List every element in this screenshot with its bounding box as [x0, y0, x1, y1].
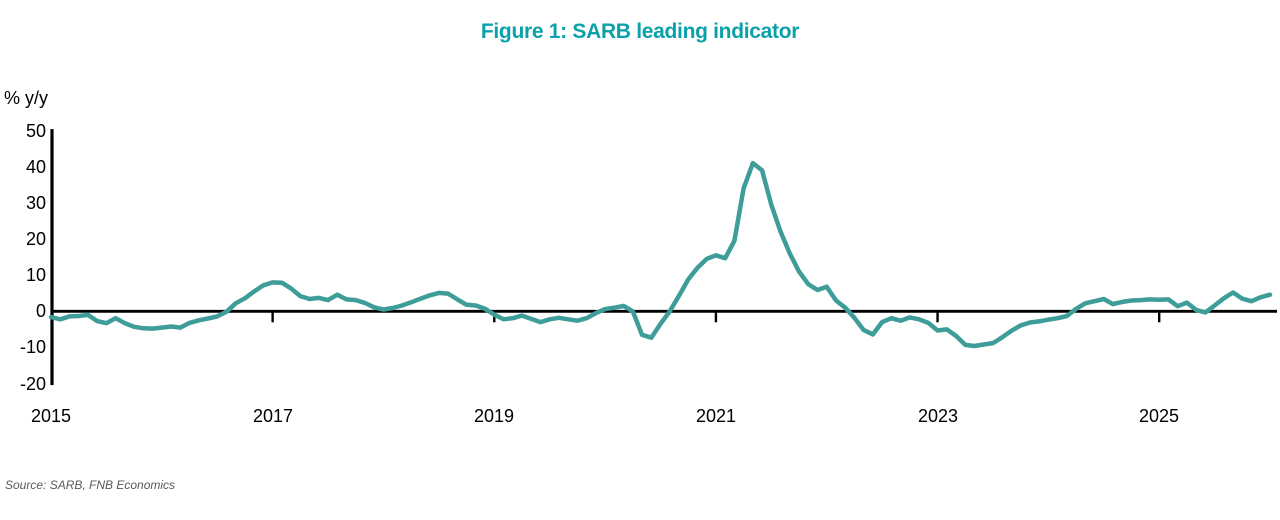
y-tick-label: 40: [25, 157, 46, 177]
x-tick-label: 2025: [1138, 406, 1180, 426]
x-tick-label: 2019: [473, 406, 515, 426]
y-tick-label: 10: [25, 265, 46, 285]
x-tick-label: 2017: [252, 406, 294, 426]
y-tick-label: -20: [19, 374, 46, 394]
y-tick-label: 50: [25, 121, 46, 141]
y-tick-label: 30: [25, 193, 46, 213]
figure-title: Figure 1: SARB leading indicator: [480, 20, 800, 43]
y-tick-label: 20: [25, 229, 46, 249]
indicator-line: [48, 160, 1273, 349]
x-tick-label: 2015: [30, 406, 72, 426]
x-tick-label: 2023: [917, 406, 959, 426]
y-axis-unit-label: % y/y: [4, 88, 49, 108]
y-tick-label: -10: [19, 337, 46, 357]
x-tick-label: 2021: [695, 406, 737, 426]
source-note: Source: SARB, FNB Economics: [5, 478, 176, 492]
y-tick-label: 0: [35, 301, 46, 321]
